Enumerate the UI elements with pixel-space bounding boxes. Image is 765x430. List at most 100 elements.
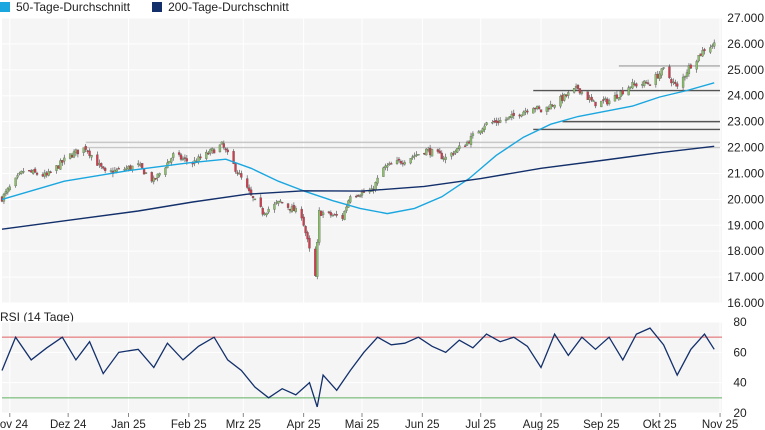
rsi-tick-label: 40 [733,376,747,390]
candle-body [177,152,181,155]
candle-body [633,83,636,85]
candle-body [28,170,31,172]
candle-body [479,130,482,134]
candle-body [218,144,222,153]
candle-body [304,225,307,234]
candle-body [356,195,360,197]
candle-body [580,91,584,94]
candle-body [158,173,161,176]
candle-body [563,93,566,101]
x-tick-label: Okt 25 [643,419,677,430]
candle-body [306,232,309,240]
candle-body [534,107,537,110]
candle-body [423,153,426,155]
candle-body [547,107,550,110]
ma-50-line [1,82,715,215]
candle-body [401,162,405,165]
candle-body [349,196,352,203]
candle-body [565,94,568,97]
candle-body [168,160,171,164]
candle-body [586,91,589,100]
candle-body [236,172,239,174]
candle-body [261,208,264,215]
candle-body [668,66,671,79]
candle-body [535,105,539,109]
x-tick-label: Sep 25 [583,419,619,430]
candle-body [318,210,321,243]
candle-body [286,203,290,208]
candle-body [139,164,142,166]
candle-body [199,156,202,159]
candle-body [495,120,498,123]
rsi-panel: 80 60 40 20 [1,315,747,420]
candle-body [18,172,21,175]
candle-body [399,161,403,164]
candle-body [456,148,459,153]
candle-body [100,163,103,167]
candle-body [452,153,455,155]
candle-body [613,94,617,102]
candle-body [329,212,333,216]
x-tick-label: Apr 25 [287,419,321,430]
candle-body [658,73,661,79]
candle-body [319,210,323,216]
candle-body [685,72,689,77]
candle-body [360,191,364,196]
price-tick-label: 25.000 [727,63,764,77]
candle-body [674,82,677,84]
candle-body [288,208,292,211]
candle-body [345,206,348,211]
candle-body [181,158,185,160]
candle-body [127,166,130,170]
candle-body [212,149,216,154]
candle-body [129,165,132,170]
candle-body [670,79,673,84]
candle-body [545,106,549,112]
candle-body [226,149,229,153]
candle-body [220,141,224,145]
candle-body [86,150,89,152]
candle-body [485,122,488,125]
candle-body [302,216,305,226]
candle-body [572,88,576,93]
candle-body [576,85,580,89]
candle-body [463,145,467,147]
candle-body [656,73,659,79]
price-tick-label: 18.000 [727,244,764,258]
price-tick-label: 20.000 [727,192,764,206]
candle-body [592,100,595,102]
candle-body [709,47,712,53]
candle-body [90,155,93,158]
candle-body [646,82,650,84]
candle-body [300,208,303,219]
price-tick-label: 17.000 [727,270,764,284]
candle-body [578,88,582,94]
candle-body [358,195,362,198]
candle-body [549,104,552,110]
candle-body [144,172,148,174]
candle-body [617,97,621,100]
candle-body [627,87,630,96]
candle-body [22,171,25,173]
candle-body [20,170,23,174]
candle-body [98,162,101,165]
candle-body [430,149,434,157]
x-tick-label: Feb 25 [171,419,207,430]
candle-body [450,152,453,157]
candle-body [524,110,527,113]
candle-body [427,149,430,151]
candle-body [308,237,311,249]
candle-body [660,68,663,76]
candle-body [384,165,387,168]
candle-body [411,156,414,159]
candle-body [512,112,515,116]
legend-item-200d[interactable]: 200-Tage-Durchschnitt [152,0,289,14]
candle-body [232,151,235,164]
price-panel: 27.000 26.000 25.000 24.000 23.000 22.000 21.0… [0,11,764,310]
legend-item-50d[interactable]: 50-Tage-Durchschnitt [0,0,130,14]
candle-body [428,147,432,156]
candle-body [238,173,241,175]
candle-body [6,188,9,193]
rsi-tick-label: 20 [733,406,747,420]
candle-body [415,154,418,156]
